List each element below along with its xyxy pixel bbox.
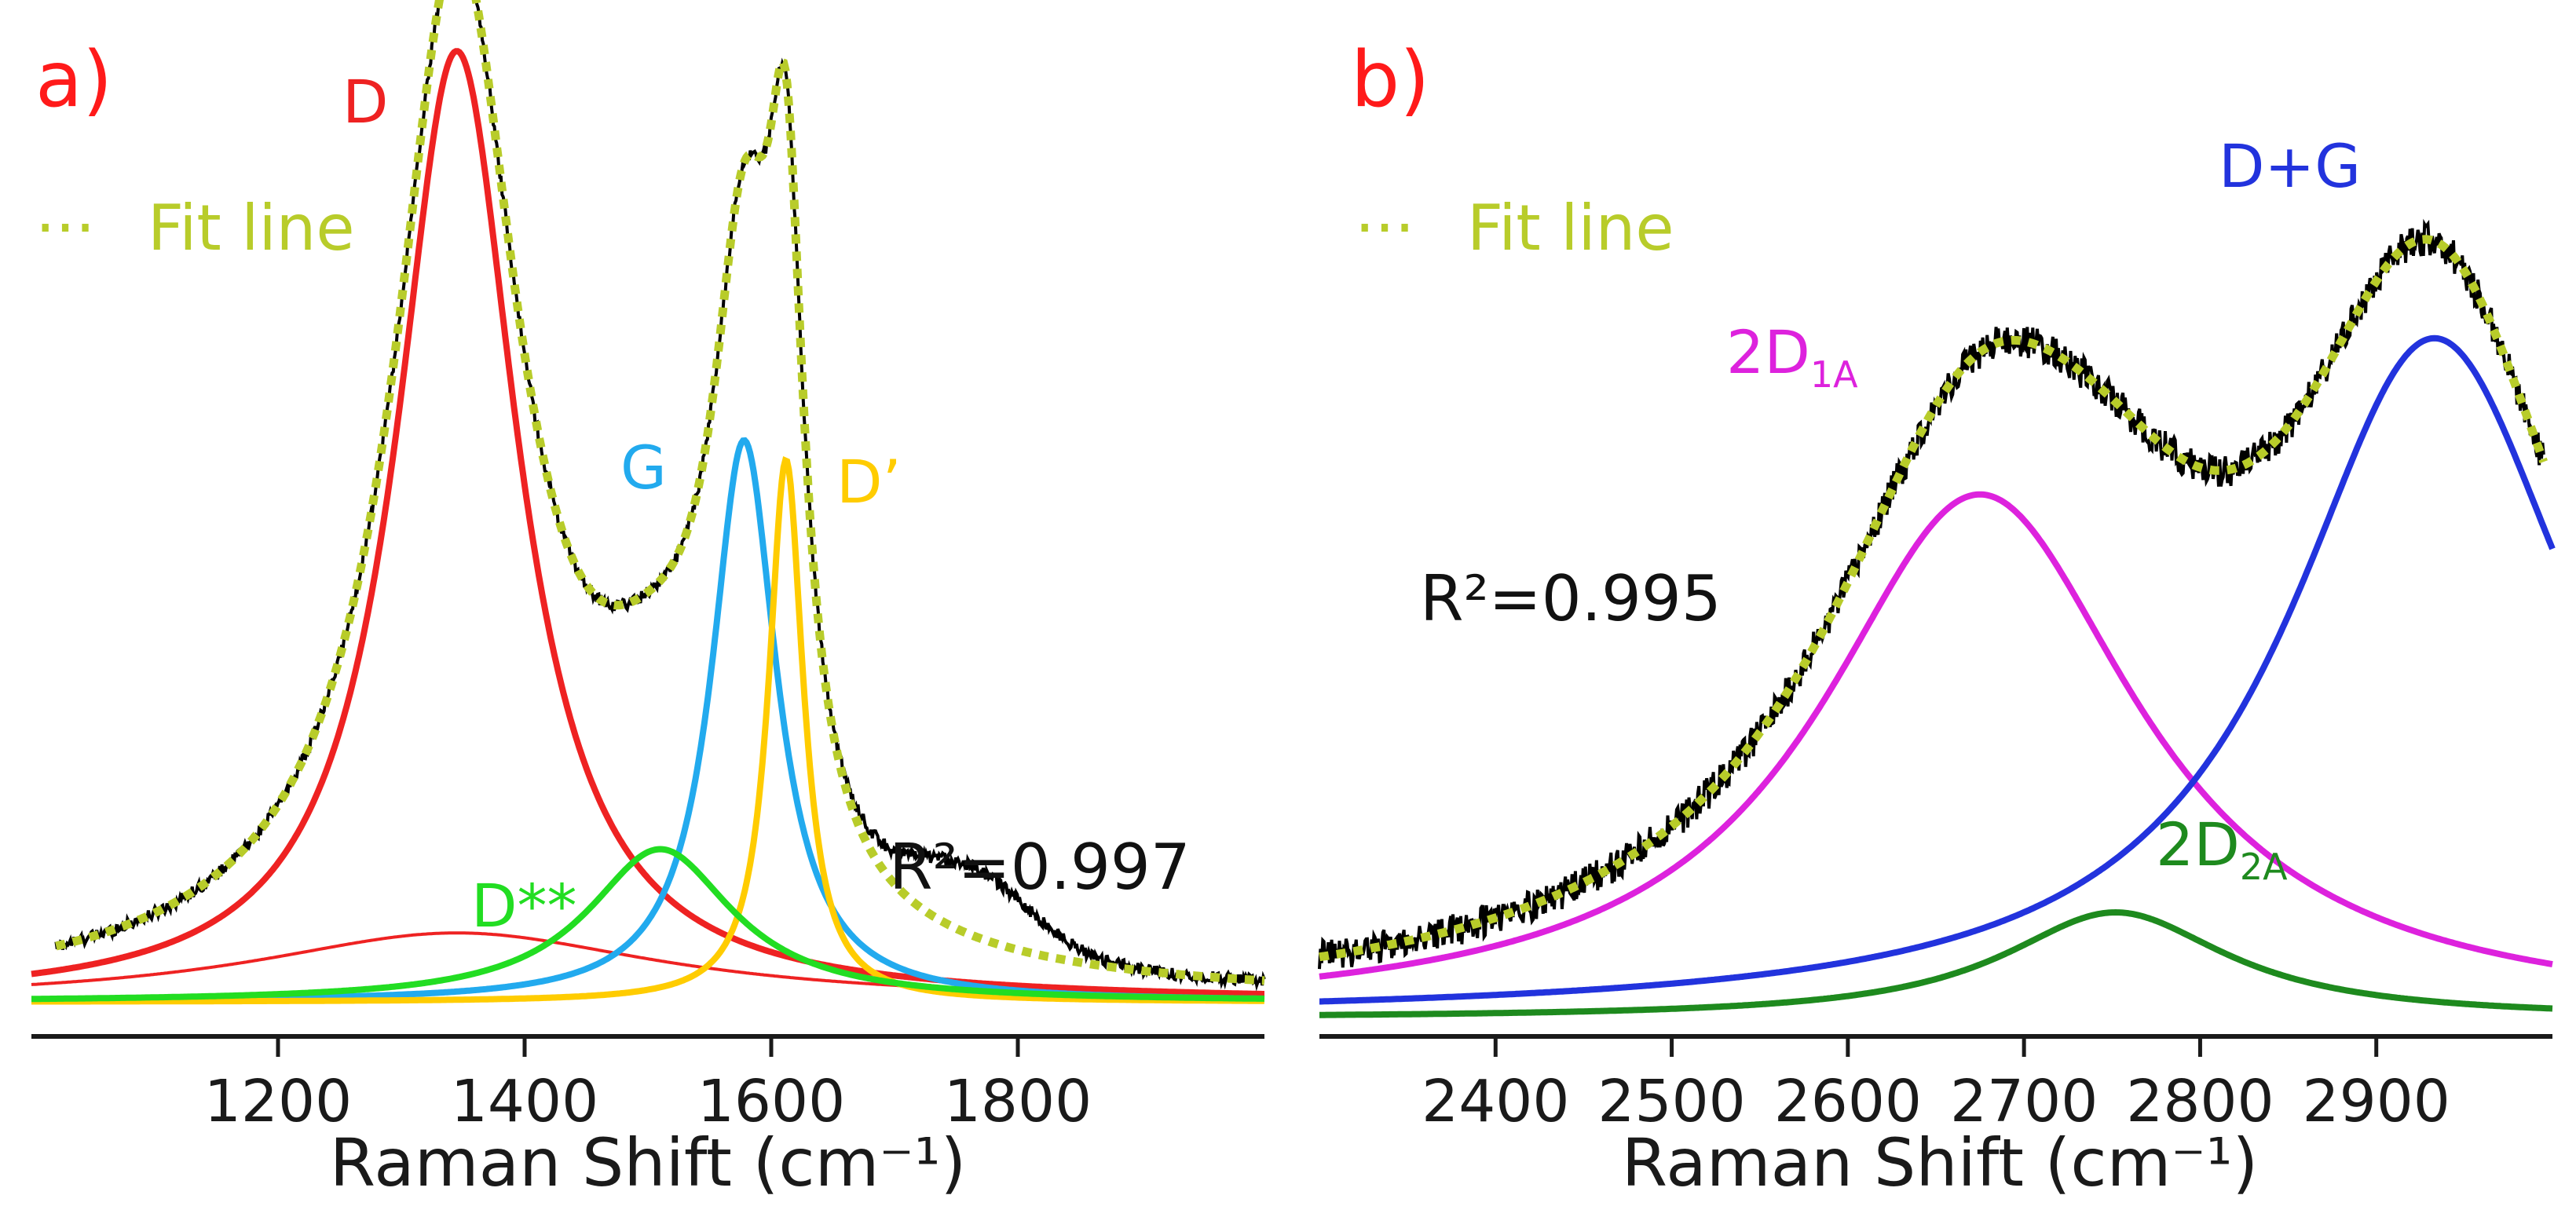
- peak-label-2D2A: 2D2A: [2156, 810, 2288, 888]
- panel-a-component-D_prime: [31, 456, 1265, 1005]
- panel-a-chart: 1200 1400 1600 1800 a) Raman Shift (cm⁻¹) ·…: [31, 0, 1266, 1201]
- panel-b-component-D_plus_G: [1319, 334, 2556, 1005]
- panel-b-tick-label-2400: 2400: [1422, 1068, 1569, 1135]
- panel-a-legend: ··· Fit line: [35, 192, 355, 265]
- panel-b-x-axis-title: Raman Shift (cm⁻¹): [1622, 1124, 2258, 1201]
- peak-label-2D1A-main: 2D: [1726, 317, 1810, 387]
- peak-label-2D1A-sub: 1A: [1810, 353, 1858, 396]
- peak-label-2D2A-main: 2D: [2156, 810, 2240, 879]
- panel-b-label: b): [1351, 35, 1429, 125]
- peak-label-2D1A: 2D1A: [1726, 317, 1858, 396]
- panel-b-legend: ··· Fit line: [1355, 192, 1674, 265]
- panel-a-legend-marker: ···: [35, 192, 95, 265]
- panel-a-component-D: [31, 48, 1264, 997]
- panel-b-tick-label-2800: 2800: [2126, 1068, 2274, 1135]
- panel-a-x-axis-title: Raman Shift (cm⁻¹): [330, 1124, 966, 1201]
- peak-label-D-plus-G: D+G: [2219, 131, 2361, 201]
- panel-b-tick-label-2700: 2700: [1950, 1068, 2098, 1135]
- panel-b-raw-spectrum: [1318, 218, 2545, 970]
- peak-label-D-prime: D’: [836, 447, 902, 517]
- panel-a-tick-label-1800: 1800: [944, 1068, 1092, 1135]
- panel-b-legend-marker: ···: [1355, 192, 1414, 265]
- panel-b-component-2D1A: [1319, 491, 2553, 980]
- panel-a-label: a): [35, 35, 112, 125]
- panel-b-r2-annotation: R²=0.995: [1420, 562, 1722, 635]
- panel-b-component-2D2A: [1319, 908, 2553, 1018]
- panel-a-fit-line: [55, 0, 1265, 985]
- panel-b-tick-label-2900: 2900: [2303, 1068, 2450, 1135]
- panel-b-legend-label: Fit line: [1467, 192, 1674, 265]
- panel-b-tick-label-2500: 2500: [1597, 1068, 1745, 1135]
- panel-a-tick-label-1400: 1400: [451, 1068, 598, 1135]
- panel-b-fit-line: [1319, 235, 2548, 962]
- peak-label-2D2A-sub: 2A: [2240, 846, 2288, 888]
- panel-b-chart: 2400 2500 2600 2700 2800 2900 b) Raman Shift …: [1318, 35, 2556, 1201]
- panel-a-tick-label-1200: 1200: [204, 1068, 352, 1135]
- peak-label-D: D: [342, 67, 389, 137]
- panel-a-tick-label-1600: 1600: [697, 1068, 845, 1135]
- peak-label-D-double-star: D**: [471, 871, 577, 941]
- peak-label-G: G: [620, 433, 667, 503]
- panel-b-tick-label-2600: 2600: [1774, 1068, 1922, 1135]
- panel-a-r2-annotation: R²=0.997: [889, 831, 1191, 904]
- panel-a-component-D_double_star: [31, 846, 1265, 1003]
- panel-a-legend-label: Fit line: [148, 192, 355, 265]
